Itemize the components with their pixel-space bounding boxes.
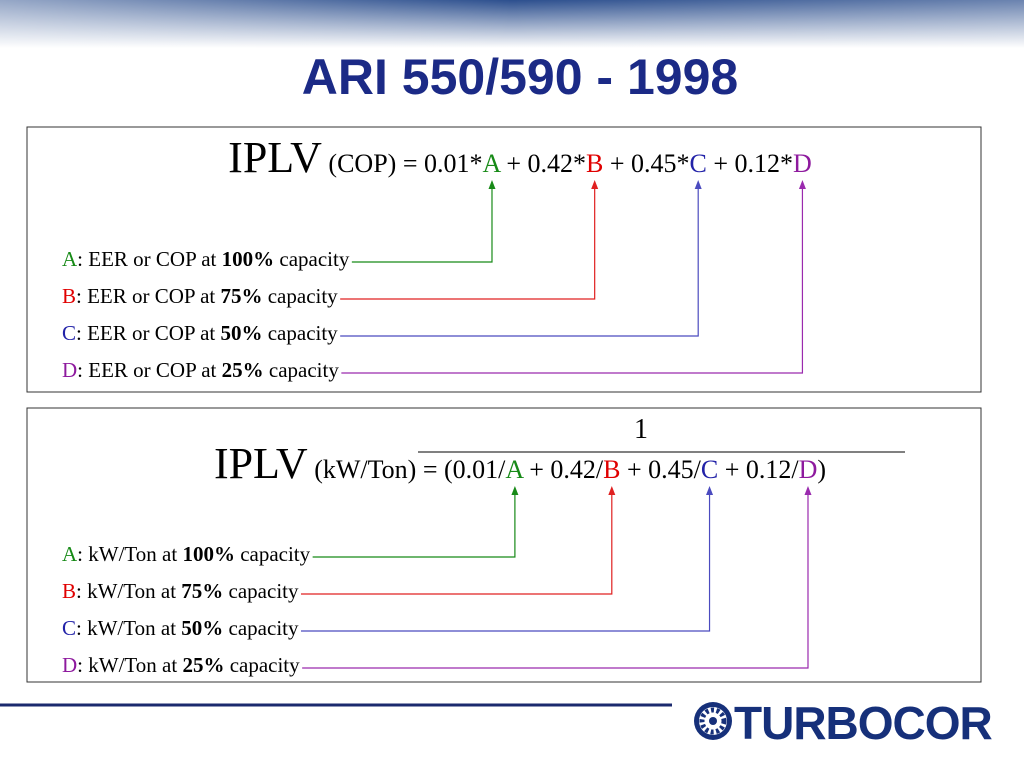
definition-letter: B <box>62 284 76 308</box>
connector <box>351 188 493 263</box>
connector <box>340 188 596 300</box>
connector <box>340 188 699 337</box>
definition-pct: 50% <box>220 321 262 345</box>
definition: D: kW/Ton at 25% capacity <box>62 653 300 677</box>
formula-text: + 0.42/ <box>523 455 604 484</box>
definition-text: : EER or COP at <box>77 358 221 382</box>
definition-tail: capacity <box>223 579 299 603</box>
arrowhead <box>511 486 519 495</box>
connector <box>300 494 613 595</box>
definition: B: EER or COP at 75% capacity <box>62 284 338 308</box>
definition-letter: B <box>62 579 76 603</box>
slide-title: ARI 550/590 - 1998 <box>302 49 738 105</box>
formula-text: (kW/Ton) = (0.01/ <box>308 455 506 484</box>
formula-name: IPLV <box>228 133 322 182</box>
definition-text: : EER or COP at <box>76 321 220 345</box>
definition-letter: C <box>62 616 76 640</box>
definition-pct: 25% <box>222 358 264 382</box>
formula-variable: D <box>793 149 812 178</box>
formula-variable: A <box>482 149 501 178</box>
definition-tail: capacity <box>223 616 299 640</box>
definition-pct: 100% <box>182 542 235 566</box>
definition-tail: capacity <box>262 321 338 345</box>
formula-name: IPLV <box>214 439 308 488</box>
definition-text: : kW/Ton at <box>77 653 182 677</box>
arrowhead <box>694 180 702 189</box>
arrowhead <box>804 486 812 495</box>
definition-pct: 75% <box>220 284 262 308</box>
formula-variable: B <box>586 149 603 178</box>
definition-letter: D <box>62 358 77 382</box>
connector <box>302 494 809 669</box>
formula-variable: A <box>505 455 524 484</box>
formula-variable: B <box>603 455 620 484</box>
definition-text: : EER or COP at <box>77 247 221 271</box>
definition-pct: 100% <box>222 247 275 271</box>
definition-tail: capacity <box>262 284 338 308</box>
definition-text: : kW/Ton at <box>77 542 182 566</box>
definition-pct: 25% <box>182 653 224 677</box>
connector <box>312 494 516 558</box>
formula: IPLV (kW/Ton) = (0.01/A + 0.42/B + 0.45/… <box>214 439 826 488</box>
definition-letter: D <box>62 653 77 677</box>
box-cop <box>26 126 982 393</box>
definition: C: EER or COP at 50% capacity <box>62 321 338 345</box>
definition-tail: capacity <box>224 653 300 677</box>
definition-pct: 50% <box>181 616 223 640</box>
formula-text: + 0.42* <box>500 149 586 178</box>
arrowhead <box>488 180 496 189</box>
definition-tail: capacity <box>235 542 311 566</box>
definition: A: kW/Ton at 100% capacity <box>62 542 311 566</box>
formula-text: + 0.12/ <box>718 455 799 484</box>
formula-text: + 0.45* <box>603 149 689 178</box>
definition-letter: C <box>62 321 76 345</box>
formula-variable: C <box>690 149 707 178</box>
definition: A: EER or COP at 100% capacity <box>62 247 350 271</box>
arrowhead <box>608 486 616 495</box>
formula: IPLV (COP) = 0.01*A + 0.42*B + 0.45*C + … <box>228 133 812 182</box>
definition-letter: A <box>62 542 78 566</box>
formula-text: (COP) = 0.01* <box>322 149 483 178</box>
formula-text: ) <box>817 455 826 484</box>
arrowhead <box>798 180 806 189</box>
definition-pct: 75% <box>181 579 223 603</box>
definition-text: : EER or COP at <box>76 284 220 308</box>
formula-variable: D <box>799 455 818 484</box>
definition: C: kW/Ton at 50% capacity <box>62 616 299 640</box>
logo-text: TURBOCOR <box>734 697 993 749</box>
formula-text: + 0.12* <box>707 149 793 178</box>
formula-text: + 0.45/ <box>620 455 701 484</box>
definition-text: : kW/Ton at <box>76 616 181 640</box>
arrowhead <box>591 180 599 189</box>
definition: D: EER or COP at 25% capacity <box>62 358 339 382</box>
connector <box>341 188 804 374</box>
definition-letter: A <box>62 247 78 271</box>
numerator: 1 <box>634 414 648 445</box>
arrowhead <box>706 486 714 495</box>
formula-variable: C <box>701 455 718 484</box>
connector <box>300 494 711 632</box>
box-kwton <box>26 407 982 683</box>
definition-text: : kW/Ton at <box>76 579 181 603</box>
header-shine <box>0 0 1024 48</box>
definition-tail: capacity <box>274 247 350 271</box>
definition-tail: capacity <box>264 358 340 382</box>
logo-icon <box>694 702 732 740</box>
definition: B: kW/Ton at 75% capacity <box>62 579 299 603</box>
